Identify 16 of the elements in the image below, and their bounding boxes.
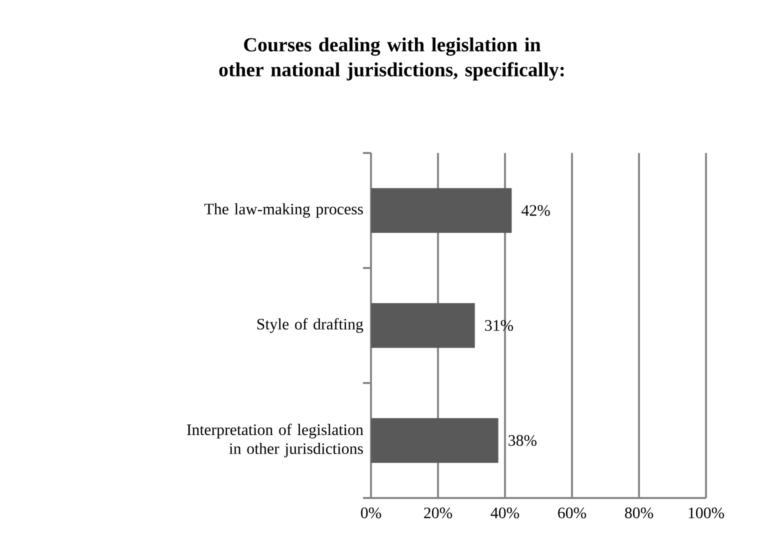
- data-label: 38%: [508, 435, 536, 446]
- bar: [371, 418, 498, 463]
- x-tick-label: 60%: [558, 508, 586, 518]
- y-tick-label: The law-making process: [204, 203, 363, 218]
- chart-title: Courses dealing with legislation in other national jurisdictions, specifically:: [219, 37, 564, 81]
- x-tick-label: 0%: [360, 508, 382, 518]
- bar: [371, 303, 475, 348]
- y-tick-label: Interpretation of legislation in other jurisdictions: [187, 424, 364, 458]
- x-tick-label: 80%: [625, 508, 654, 518]
- y-tick-label: Style of drafting: [257, 318, 364, 333]
- x-tick-label: 100%: [688, 508, 724, 518]
- x-tick-label: 40%: [490, 508, 520, 518]
- data-label: 31%: [485, 320, 514, 331]
- data-label: 42%: [522, 205, 550, 216]
- bar: [371, 188, 512, 233]
- x-tick-label: 20%: [424, 508, 452, 518]
